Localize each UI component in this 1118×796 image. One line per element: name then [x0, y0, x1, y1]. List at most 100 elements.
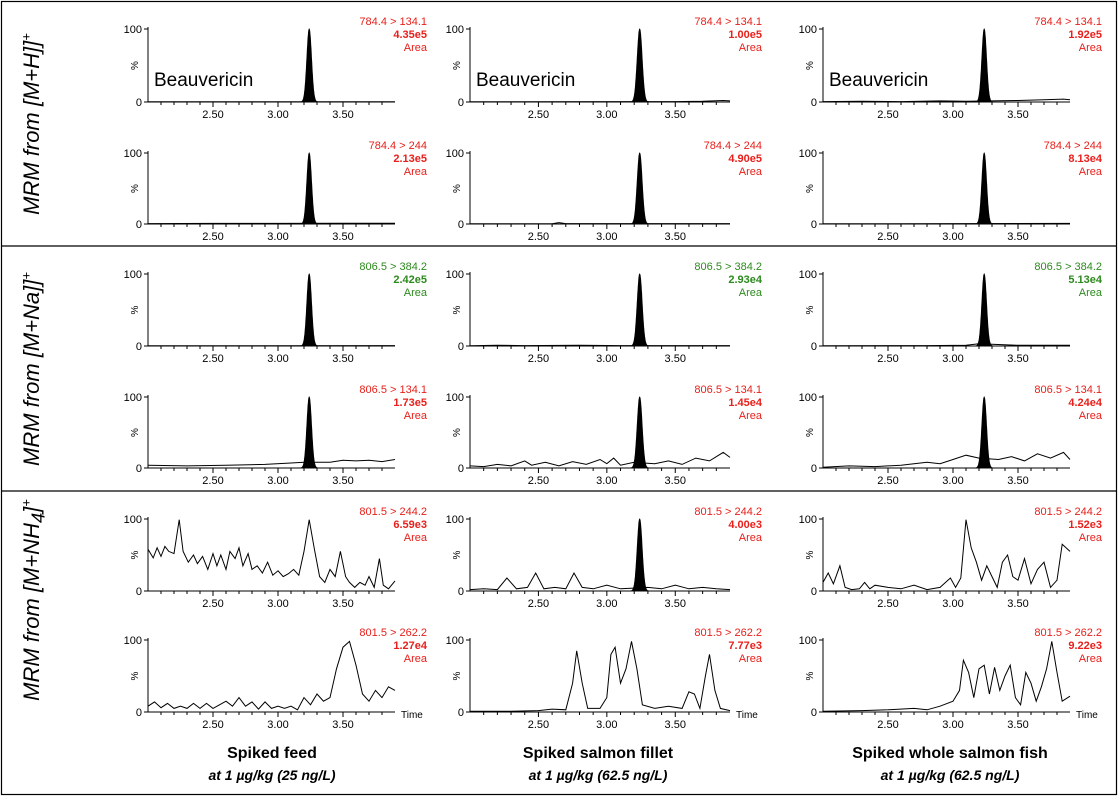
y-tick-label: 0	[136, 463, 142, 475]
chromatogram-panel: 0 100% 2.50 3.00 3.50 784.4 > 134.11.92e5Area…	[799, 16, 1103, 121]
integrated-peak	[629, 396, 650, 469]
group-label-sub: 4	[27, 512, 49, 524]
y-unit-label: %	[452, 428, 463, 437]
integrated-peak	[974, 396, 994, 469]
area-label: Area	[1079, 532, 1103, 544]
peak-area-value: 4.24e4	[1068, 397, 1103, 409]
area-label: Area	[1079, 653, 1103, 665]
y-tick-label: 0	[136, 97, 142, 109]
x-tick-label: 3.00	[942, 353, 963, 365]
peak-area-value: 4.00e3	[728, 519, 762, 531]
y-tick-label: 0	[136, 341, 142, 353]
area-label: Area	[739, 532, 763, 544]
y-tick-label: 0	[811, 219, 817, 231]
integrated-peak	[629, 518, 650, 592]
y-unit-label: %	[452, 671, 463, 680]
x-tick-label: 3.50	[332, 353, 353, 365]
column-title: Spiked feed	[227, 745, 317, 762]
area-label: Area	[739, 653, 763, 665]
y-unit-label: %	[452, 61, 463, 70]
chromatogram-trace	[147, 519, 396, 590]
x-tick-label: 2.50	[528, 719, 549, 731]
y-tick-label: 100	[124, 514, 142, 526]
mrm-transition-label: 784.4 > 244	[369, 140, 427, 152]
y-tick-label: 0	[458, 463, 464, 475]
peak-area-value: 2.42e5	[393, 274, 427, 286]
y-unit-label: %	[805, 671, 816, 680]
y-tick-label: 100	[124, 269, 142, 281]
column-caption-fillet: Spiked salmon fillet at 1 µg/kg (62.5 ng…	[523, 745, 673, 783]
x-tick-label: 3.50	[1007, 353, 1028, 365]
mrm-transition-label: 806.5 > 384.2	[1034, 261, 1102, 273]
compound-label: Beauvericin	[829, 70, 928, 91]
group-label-mna: MRM from [M+Na]]+	[18, 271, 44, 467]
group-label-close: ]	[18, 506, 44, 513]
x-axis-label: Time	[401, 710, 423, 721]
x-tick-label: 2.50	[202, 231, 223, 243]
chromatogram-trace	[470, 641, 731, 712]
x-tick-label: 3.50	[665, 719, 686, 731]
y-unit-label: %	[805, 550, 816, 559]
area-label: Area	[404, 410, 428, 422]
y-tick-label: 0	[811, 586, 817, 598]
x-tick-label: 3.00	[596, 353, 617, 365]
x-tick-label: 2.50	[877, 231, 898, 243]
chromatogram-panel: 0 100% 2.50 3.00 3.50 784.4 > 134.11.00e5Area…	[446, 16, 763, 121]
y-unit-label: %	[805, 184, 816, 193]
x-tick-label: 2.50	[877, 598, 898, 610]
x-tick-label: 2.50	[202, 598, 223, 610]
x-tick-label: 3.50	[665, 598, 686, 610]
mrm-transition-label: 801.5 > 262.2	[1034, 627, 1102, 639]
mrm-transition-label: 784.4 > 134.1	[1034, 16, 1102, 28]
x-tick-label: 3.50	[332, 719, 353, 731]
group-label-text: MRM from [M+NH	[18, 523, 44, 701]
integrated-peak	[629, 28, 650, 103]
y-tick-label: 100	[446, 269, 464, 281]
mrm-transition-label: 806.5 > 134.1	[694, 384, 762, 396]
x-tick-label: 3.00	[267, 353, 288, 365]
x-tick-label: 2.50	[877, 353, 898, 365]
peak-area-value: 1.27e4	[393, 640, 428, 652]
x-tick-label: 2.50	[877, 475, 898, 487]
chromatogram-panel: 0 100% 2.50 3.00 3.50 Time 801.5 > 262.21.27e4…	[124, 627, 428, 731]
y-tick-label: 0	[811, 341, 817, 353]
x-tick-label: 2.50	[528, 231, 549, 243]
chromatogram-trace	[822, 451, 1071, 468]
chromatogram-trace	[822, 641, 1071, 712]
chromatogram-trace	[147, 459, 396, 467]
group-label-sup: +	[18, 271, 34, 280]
x-tick-label: 3.00	[267, 598, 288, 610]
x-axis-label: Time	[1076, 710, 1098, 721]
x-tick-label: 3.00	[267, 719, 288, 731]
x-tick-label: 3.00	[267, 475, 288, 487]
integrated-peak	[974, 273, 994, 347]
mrm-transition-label: 801.5 > 244.2	[694, 506, 762, 518]
peak-area-value: 4.90e5	[728, 153, 762, 165]
y-unit-label: %	[130, 428, 141, 437]
x-tick-label: 3.00	[596, 109, 617, 121]
chromatogram-trace	[822, 519, 1071, 591]
x-tick-label: 3.00	[596, 598, 617, 610]
mrm-transition-label: 801.5 > 262.2	[694, 627, 762, 639]
x-tick-label: 3.50	[665, 109, 686, 121]
column-title: Spiked salmon fillet	[522, 745, 674, 762]
x-tick-label: 3.50	[1007, 475, 1028, 487]
area-label: Area	[404, 653, 428, 665]
area-label: Area	[739, 166, 763, 178]
peak-area-value: 9.22e3	[1068, 640, 1102, 652]
peak-area-value: 5.13e4	[1068, 274, 1103, 286]
integrated-peak	[299, 152, 319, 225]
column-subtitle: at 1 µg/kg (62.5 ng/L)	[528, 767, 668, 783]
column-subtitle: at 1 µg/kg (25 ng/L)	[208, 767, 336, 783]
area-label: Area	[739, 287, 763, 299]
x-tick-label: 3.50	[1007, 231, 1028, 243]
